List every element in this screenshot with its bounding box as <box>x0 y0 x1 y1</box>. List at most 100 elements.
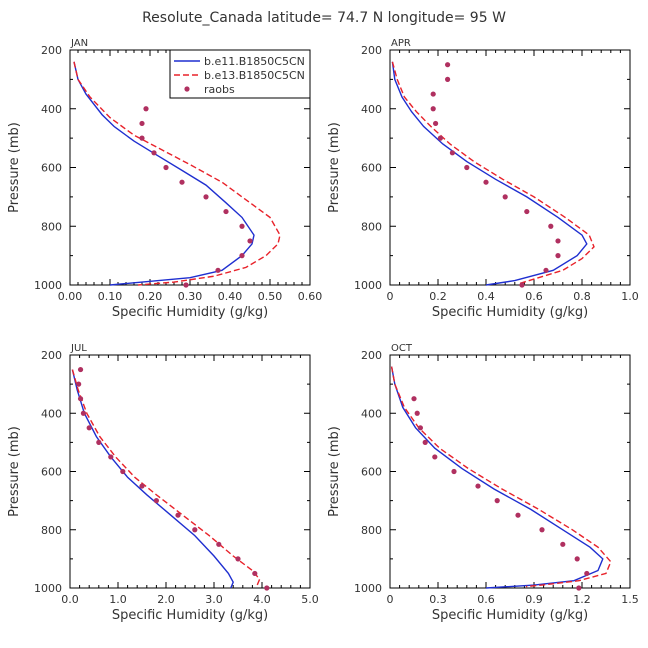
series-line-e11 <box>71 369 234 589</box>
raob-point <box>239 223 245 229</box>
raob-point <box>252 570 258 577</box>
raob-point <box>235 556 241 562</box>
raob-point <box>539 527 545 533</box>
x-tick-label: 1.0 <box>109 593 127 606</box>
legend-swatch-point <box>184 86 190 92</box>
x-tick-label: 0.40 <box>218 290 243 303</box>
legend-label: raobs <box>204 83 235 96</box>
series-line-e13 <box>71 369 261 586</box>
x-tick-label: 2.0 <box>157 593 175 606</box>
series-line-e13 <box>390 366 612 588</box>
raob-point <box>216 541 222 547</box>
raob-point <box>411 396 417 402</box>
raob-point <box>437 135 443 141</box>
y-tick-label: 400 <box>41 103 62 116</box>
x-tick-label: 0.50 <box>258 290 283 303</box>
y-tick-label: 200 <box>361 349 382 362</box>
series-line-e13 <box>73 61 281 286</box>
series-line-e11 <box>390 366 604 589</box>
y-tick-label: 600 <box>361 162 382 175</box>
raob-point <box>139 135 145 141</box>
x-tick-label: 4.0 <box>253 593 271 606</box>
series-line-e13 <box>391 61 595 285</box>
y-axis-title: Pressure (mb) <box>7 122 22 213</box>
y-axis-title: Pressure (mb) <box>327 426 342 517</box>
raob-point <box>464 164 470 171</box>
raob-point <box>475 483 481 489</box>
raob-point <box>183 282 189 288</box>
legend-label: b.e11.B1850C5CN <box>204 55 305 68</box>
raob-point <box>430 106 436 112</box>
x-tick-label: 0.30 <box>178 290 203 303</box>
panel-label: APR <box>391 38 411 49</box>
panel-label: JUL <box>70 343 87 354</box>
raob-point <box>175 512 181 518</box>
panel-apr: APR 0 0.2 0.4 0.6 0.8 1.0 200 400 600 800 1000 Speci… <box>327 38 639 320</box>
raob-point <box>139 483 145 489</box>
x-tick-label: 0.8 <box>573 290 591 303</box>
series-line-e11 <box>73 61 255 286</box>
x-axis-title: Specific Humidity (g/kg) <box>432 305 588 320</box>
x-tick-label: 0 <box>387 593 394 606</box>
series-line-e11 <box>391 61 588 286</box>
x-tick-label: 0.3 <box>429 593 447 606</box>
panel-jan: JAN 0.00 0.10 0.20 0.30 0.40 0.50 0.60 200 400 600… <box>7 38 322 320</box>
raob-point <box>414 410 420 416</box>
panel-oct: OCT 0 0.3 0.6 0.9 1.2 1.5 200 400 600 800 1000 Speci… <box>327 343 639 623</box>
raob-point <box>445 76 451 82</box>
raob-point <box>77 396 84 402</box>
raob-point <box>494 498 500 504</box>
raob-point <box>77 366 84 373</box>
raob-point <box>502 194 508 200</box>
y-tick-label: 600 <box>41 466 62 479</box>
plot-frame <box>389 49 631 286</box>
raob-point <box>153 498 159 504</box>
raob-point <box>433 120 439 127</box>
y-tick-label: 400 <box>361 407 382 420</box>
raob-point <box>560 541 566 547</box>
x-tick-label: 0 <box>387 290 394 303</box>
figure-title: Resolute_Canada latitude= 74.7 N longitu… <box>142 10 506 26</box>
raob-point <box>543 267 549 273</box>
x-tick-label: 0.2 <box>429 290 447 303</box>
y-tick-label: 400 <box>361 103 382 116</box>
x-tick-label: 0.00 <box>58 290 83 303</box>
raob-point <box>223 208 229 215</box>
raob-point <box>151 150 157 156</box>
x-tick-label: 0.10 <box>98 290 123 303</box>
x-tick-label: 0.9 <box>525 593 543 606</box>
x-tick-label: 0.60 <box>298 290 323 303</box>
y-tick-label: 400 <box>41 407 62 420</box>
raob-point <box>449 150 455 156</box>
x-tick-label: 1.0 <box>621 290 639 303</box>
x-axis-title: Specific Humidity (g/kg) <box>112 608 268 623</box>
raob-point <box>264 585 270 591</box>
raob-point <box>430 91 436 97</box>
y-tick-label: 1000 <box>34 582 62 595</box>
x-tick-label: 1.5 <box>621 593 639 606</box>
x-tick-label: 1.2 <box>573 593 591 606</box>
raob-point <box>555 253 561 259</box>
plot-frame <box>69 354 311 589</box>
raob-point <box>584 570 590 577</box>
x-tick-label: 0.0 <box>61 593 79 606</box>
raob-point <box>192 527 198 533</box>
x-axis-title: Specific Humidity (g/kg) <box>432 608 588 623</box>
y-tick-label: 800 <box>41 220 62 233</box>
raob-point <box>247 238 253 244</box>
y-tick-label: 1000 <box>354 582 382 595</box>
raob-point <box>548 223 554 229</box>
raob-point <box>574 556 580 562</box>
raob-point <box>86 425 92 431</box>
legend-box <box>169 49 311 99</box>
panel-label: JAN <box>70 38 88 49</box>
y-tick-label: 1000 <box>354 279 382 292</box>
raob-point <box>143 106 149 112</box>
x-tick-label: 0.6 <box>525 290 543 303</box>
raob-point <box>432 454 438 460</box>
raob-point <box>80 410 87 416</box>
y-tick-label: 800 <box>361 220 382 233</box>
raob-point <box>163 164 169 171</box>
